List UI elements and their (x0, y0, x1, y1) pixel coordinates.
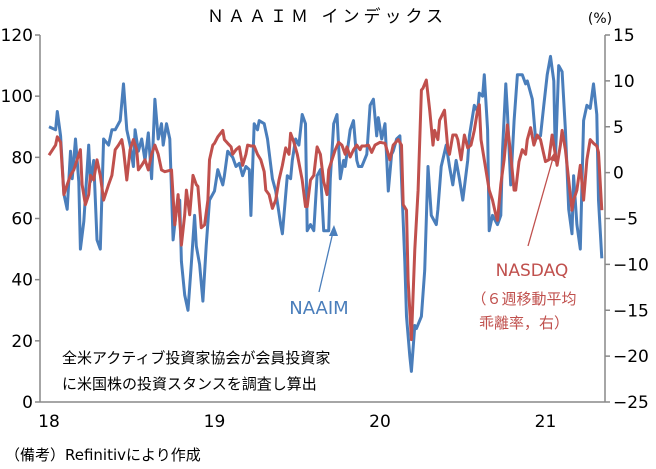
note-line-2: に米国株の投資スタンスを調査し算出 (62, 375, 317, 393)
nasdaq-sublabel-1: （６週移動平均 (471, 290, 576, 308)
nasdaq-series-line (47, 78, 604, 342)
nasdaq-arrow (527, 157, 554, 247)
left-tick-label: 20 (11, 332, 33, 352)
right-tick-label: 0 (613, 164, 624, 184)
left-tick-label: 0 (22, 393, 33, 413)
x-tick-label: 21 (535, 412, 557, 432)
nasdaq-label: NASDAQ (496, 261, 569, 281)
right-axis-unit: (%) (588, 11, 612, 27)
naaim-annotation: NAAIM (289, 225, 349, 319)
left-tick-label: 120 (1, 26, 33, 46)
right-tick-label: 15 (613, 26, 635, 46)
chart-title: ＮＡＡＩＭ インデックス (207, 6, 447, 27)
right-tick-label: −20 (613, 347, 649, 367)
left-tick-label: 40 (11, 271, 33, 291)
left-tick-label: 80 (11, 148, 33, 168)
right-tick-label: −10 (613, 255, 649, 275)
naaim-label: NAAIM (289, 298, 348, 319)
nasdaq-arrowhead (549, 150, 558, 162)
left-tick-label: 100 (1, 87, 33, 107)
right-tick-label: −15 (613, 301, 649, 321)
naaim-arrowhead (329, 225, 338, 236)
x-tick-label: 20 (369, 412, 391, 432)
x-tick-label: 19 (204, 412, 226, 432)
left-tick-label: 60 (11, 210, 33, 230)
naaim-arrow (318, 231, 334, 293)
source-note: （備考）Refinitivにより作成 (5, 446, 201, 464)
nasdaq-annotation: NASDAQ （６週移動平均 乖離率，右） (471, 150, 577, 332)
right-tick-label: −25 (613, 393, 649, 413)
note-line-1: 全米アクティブ投資家協会が会員投資家 (62, 349, 330, 367)
right-tick-label: 10 (613, 72, 635, 92)
nasdaq-sublabel-2: 乖離率，右） (479, 314, 569, 332)
right-tick-label: −5 (613, 210, 638, 230)
right-tick-label: 5 (613, 118, 624, 138)
x-tick-label: 18 (38, 412, 60, 432)
